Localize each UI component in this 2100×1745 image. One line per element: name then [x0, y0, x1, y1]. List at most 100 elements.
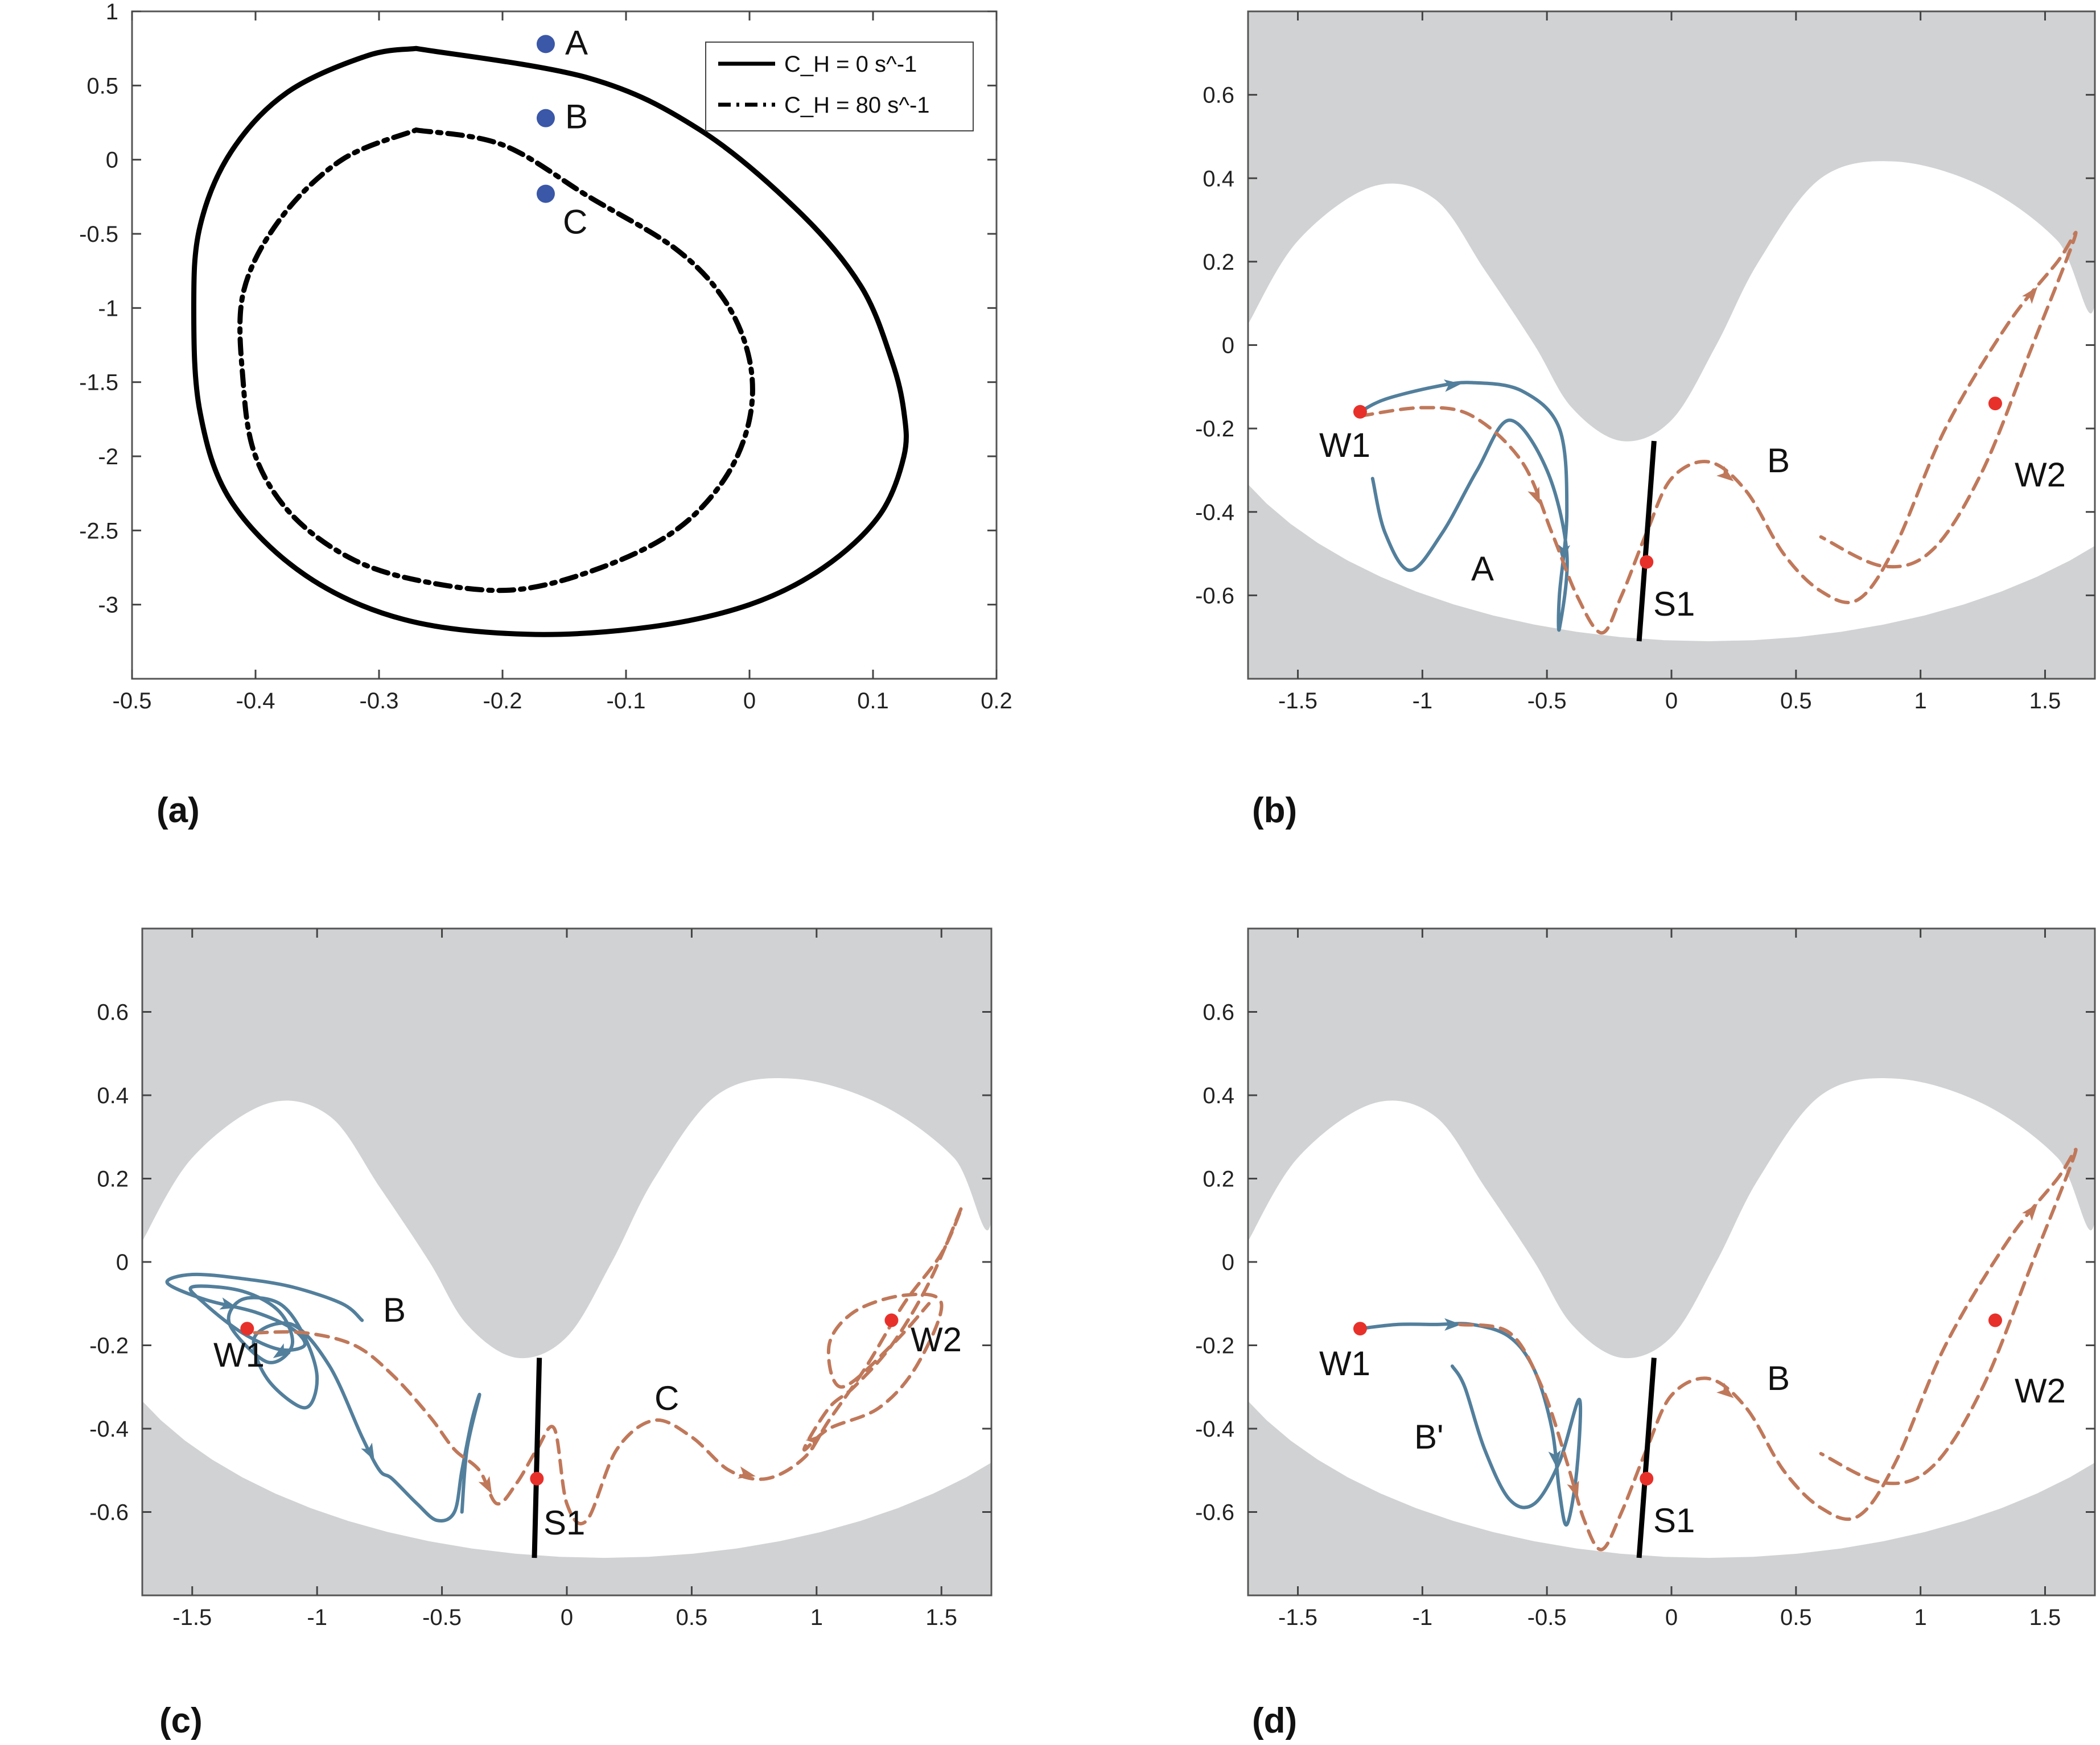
x-tick-label: -0.5: [1527, 688, 1567, 713]
annotation-w2: W2: [911, 1321, 962, 1359]
y-tick-label: 0.4: [97, 1083, 129, 1108]
x-tick-label: 0: [561, 1605, 573, 1630]
series-layer: [191, 46, 909, 637]
x-tick-label: 1.5: [2029, 1605, 2061, 1630]
point-c: [536, 184, 555, 203]
y-tick-label: 0.6: [1203, 83, 1234, 108]
series-line-b: [1358, 230, 2078, 635]
axes-box: [131, 10, 998, 680]
series-line-c: [253, 1206, 963, 1525]
panel-label: (d): [1252, 1701, 1297, 1740]
trajectory-arrow: [1716, 465, 1734, 482]
series-line-separatrix: [1636, 440, 1657, 642]
x-tick-label: 0: [743, 688, 756, 713]
point-a: [536, 35, 555, 53]
point-s1: [1640, 555, 1654, 569]
x-tick-label: -0.4: [236, 688, 275, 713]
point-s1: [1640, 1471, 1654, 1486]
x-tick-label: -1: [1413, 688, 1433, 713]
trajectory-arrow: [1567, 1480, 1579, 1499]
x-tick-label: -1.5: [1278, 688, 1317, 713]
y-tick-label: 0.2: [1203, 1167, 1234, 1192]
x-tick-label: -0.5: [1527, 1605, 1567, 1630]
trajectory-arrow: [219, 1297, 238, 1310]
annotation-b: B: [383, 1291, 406, 1329]
x-tick-label: 0.2: [981, 688, 1012, 713]
x-tick-label: -1: [1413, 1605, 1433, 1630]
annotation-b: B: [1767, 1359, 1790, 1397]
annotation-w1: W1: [213, 1336, 265, 1374]
y-tick-label: 0: [106, 148, 118, 173]
x-tick-label: 1: [1914, 1605, 1927, 1630]
series-line-c-h-80-s-1: [237, 127, 755, 593]
trajectory-arrow: [361, 1442, 375, 1461]
point-w2: [1988, 397, 2002, 411]
trajectory-arrow: [738, 1466, 756, 1479]
x-tick-label: 0.1: [857, 688, 889, 713]
point-label-c: C: [563, 203, 587, 241]
annotation-b: B: [1767, 442, 1790, 480]
point-w1: [1353, 405, 1367, 419]
y-tick-label: -1.5: [79, 370, 118, 395]
y-tick-label: -0.5: [79, 222, 118, 247]
legend-entry: C_H = 0 s^-1: [784, 52, 917, 77]
y-tick-label: 0.5: [87, 73, 118, 98]
annotation-a: A: [1471, 550, 1494, 588]
series-layer: [165, 1206, 963, 1558]
annotation-s1: S1: [1653, 585, 1695, 623]
y-tick-label: -0.6: [89, 1500, 129, 1525]
y-tick-label: -0.4: [89, 1417, 129, 1442]
y-tick-label: -0.6: [1195, 1500, 1234, 1525]
x-tick-label: 1: [1914, 688, 1927, 713]
series-layer: [1358, 1148, 2078, 1558]
x-tick-label: -0.1: [607, 688, 646, 713]
panel-label: (b): [1252, 791, 1297, 830]
trajectory-arrow: [2022, 1203, 2038, 1221]
y-tick-label: -2.5: [79, 518, 118, 543]
annotation-c: C: [654, 1379, 679, 1417]
y-tick-label: 0.4: [1203, 166, 1234, 191]
point-w1: [240, 1322, 254, 1336]
x-tick-label: -0.2: [483, 688, 522, 713]
y-tick-label: 0.6: [97, 1000, 129, 1025]
x-tick-label: 0.5: [1780, 688, 1812, 713]
y-tick-label: -0.2: [1195, 416, 1234, 442]
x-tick-label: -0.5: [422, 1605, 462, 1630]
point-s1: [530, 1471, 544, 1486]
y-tick-label: 0: [116, 1250, 129, 1275]
y-tick-label: 0: [1222, 333, 1234, 358]
trajectory-arrow: [805, 1434, 823, 1450]
panel-label: (a): [157, 791, 200, 830]
series-line-b: [165, 1272, 481, 1523]
series-line-separatrix: [1636, 1358, 1657, 1558]
panel-label: (c): [159, 1701, 203, 1740]
y-tick-label: -0.4: [1195, 1417, 1234, 1442]
y-tick-label: -3: [98, 593, 118, 618]
y-tick-label: -0.2: [1195, 1334, 1234, 1359]
trajectory-arrow: [273, 1343, 291, 1358]
annotation-w1: W1: [1319, 1344, 1370, 1383]
trajectory-arrow: [1558, 544, 1570, 562]
x-tick-label: -0.5: [113, 688, 152, 713]
y-tick-label: -0.4: [1195, 500, 1234, 525]
point-w2: [1988, 1313, 2002, 1327]
x-tick-label: -1.5: [172, 1605, 212, 1630]
trajectory-arrow: [1548, 1450, 1561, 1468]
x-tick-label: 0.5: [676, 1605, 708, 1630]
x-tick-label: -1.5: [1278, 1605, 1317, 1630]
trajectory-arrow: [1716, 1383, 1734, 1399]
y-tick-label: 1: [106, 0, 118, 24]
annotation-s1: S1: [1653, 1501, 1695, 1540]
annotation-s1: S1: [543, 1504, 585, 1542]
y-tick-label: 0.6: [1203, 1000, 1234, 1025]
y-tick-label: 0.2: [97, 1167, 129, 1192]
y-tick-label: -1: [98, 296, 118, 321]
point-label-b: B: [565, 98, 588, 136]
series-line-separatrix: [532, 1358, 542, 1558]
annotation-w1: W1: [1319, 426, 1370, 464]
panel-b: -1.5 -1 -0.5 0 0.5 1 1.5 0.6 0.4 0.2 0 -0.2 -0.4 -0.6…: [1195, 10, 2096, 830]
x-tick-label: 0: [1665, 1605, 1678, 1630]
point-b: [536, 109, 555, 127]
x-tick-label: 0.5: [1780, 1605, 1812, 1630]
